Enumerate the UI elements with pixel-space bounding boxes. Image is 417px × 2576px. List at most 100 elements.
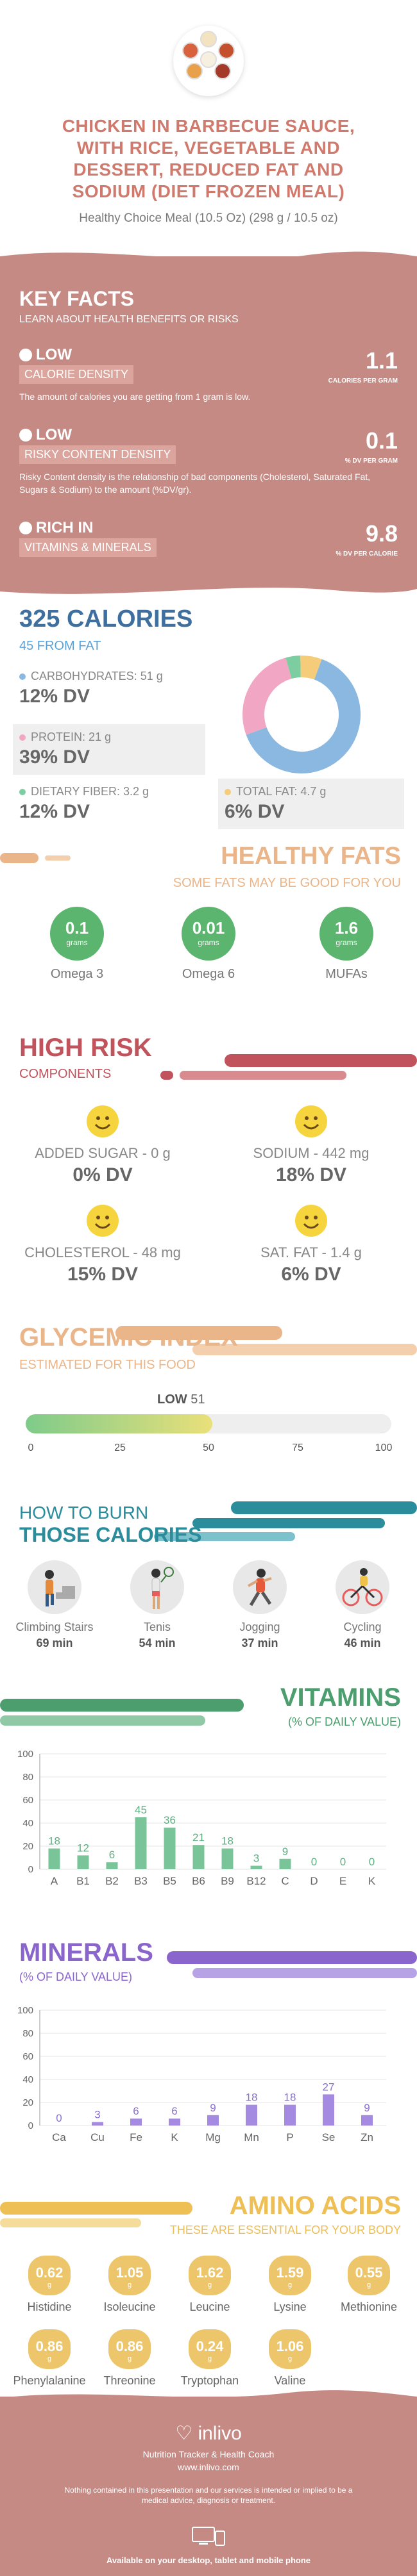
- brand-logo[interactable]: ♡ inlivo: [0, 2422, 417, 2445]
- vitamin-value-label: 3: [253, 1853, 259, 1865]
- fiber-dot-icon: [19, 788, 26, 795]
- amino-name: Lysine: [273, 2300, 307, 2313]
- macro-label: PROTEIN: 21 g: [31, 731, 112, 743]
- vitamin-bar-B6: [192, 1845, 205, 1869]
- mineral-bar-Cu: [92, 2122, 103, 2126]
- ribbon-decoration: [167, 1951, 417, 1978]
- amino-name: Leucine: [189, 2300, 230, 2313]
- y-tick-label: 20: [22, 2097, 33, 2108]
- food-title: CHICKEN IN BARBECUE SAUCE, WITH RICE, VE…: [62, 116, 355, 201]
- mineral-bar-Zn: [361, 2115, 373, 2126]
- mineral-bar-Mg: [207, 2115, 219, 2126]
- vitamin-value-label: 9: [282, 1845, 288, 1858]
- carbohydrates-dot-icon: [19, 673, 26, 680]
- amino-name: Phenylalanine: [13, 2374, 86, 2387]
- amino-name: Tryptophan: [180, 2374, 239, 2387]
- amino-unit: g: [287, 2281, 293, 2289]
- brand-tagline: Nutrition Tracker & Health Coach: [142, 2449, 275, 2459]
- healthy-fats-subtitle: SOME FATS MAY BE GOOD FOR YOU: [173, 876, 401, 890]
- key-fact-risky-density: LOW RISKY CONTENT DENSITY Risky Content …: [19, 426, 398, 496]
- ribbon-decoration: [154, 1501, 417, 1541]
- ribbon-decoration: [0, 2202, 192, 2227]
- key-fact-value: 1.1: [365, 347, 398, 374]
- minerals-title: MINERALS: [19, 1938, 153, 1967]
- mineral-bar-Mn: [246, 2104, 257, 2126]
- amino-threonine: 0.86 g Threonine: [88, 2329, 171, 2388]
- glycemic-subtitle: ESTIMATED FOR THIS FOOD: [19, 1358, 196, 1372]
- burn-title-line1: HOW TO BURN: [19, 1503, 149, 1523]
- vitamin-category-label: B6: [192, 1875, 205, 1887]
- vitamin-category-label: B9: [221, 1875, 234, 1887]
- key-fact-unit: % DV PER GRAM: [345, 458, 398, 465]
- y-tick-label: 100: [17, 1749, 33, 1760]
- amino-acids-subtitle: THESE ARE ESSENTIAL FOR YOUR BODY: [169, 2224, 401, 2236]
- vitamin-category-label: B5: [163, 1875, 176, 1887]
- activity-tennis: Tenis 54 min: [109, 1560, 205, 1650]
- macro-carbohydrates: CARBOHYDRATES: 51 g 12% DV: [13, 663, 205, 714]
- vitamin-category-label: C: [281, 1875, 289, 1887]
- amino-unit: g: [127, 2355, 132, 2363]
- key-fact-tag: CALORIE DENSITY: [19, 365, 134, 384]
- macro-label: DIETARY FIBER: 3.2 g: [31, 785, 149, 798]
- key-fact-value: 0.1: [365, 427, 398, 454]
- vitamin-bar-B5: [164, 1828, 176, 1869]
- vitamin-category-label: B12: [246, 1875, 266, 1887]
- mineral-bar-Fe: [130, 2118, 142, 2126]
- donut-slice-carbohydrates: [246, 659, 361, 773]
- amino-name: Isoleucine: [103, 2300, 156, 2313]
- amino-value: 0.86: [35, 2338, 64, 2354]
- key-fact-level: LOW: [36, 426, 72, 443]
- fat-mufas: 1.6 grams MUFAs: [308, 907, 385, 982]
- macro-fat: TOTAL FAT: 4.7 g 6% DV: [218, 779, 404, 829]
- glycemic-level: LOW: [157, 1392, 187, 1407]
- wave-divider: [0, 588, 417, 600]
- macro-protein: PROTEIN: 21 g 39% DV: [13, 724, 205, 775]
- risk-dv: 15% DV: [67, 1264, 139, 1285]
- amino-tryptophan: 0.24 g Tryptophan: [168, 2329, 251, 2388]
- smiley-face-icon: [87, 1105, 119, 1137]
- amino-blob-icon: 0.55 g: [348, 2256, 390, 2295]
- amino-name: Threonine: [103, 2374, 156, 2387]
- amino-isoleucine: 1.05 g Isoleucine: [88, 2256, 171, 2314]
- vitamins-subtitle: (% OF DAILY VALUE): [287, 1715, 401, 1728]
- key-fact-tag: VITAMINS & MINERALS: [19, 538, 157, 557]
- risk-dv: 0% DV: [72, 1164, 133, 1185]
- amino-blob-icon: 0.62 g: [28, 2256, 71, 2295]
- mineral-bar-Se: [323, 2094, 334, 2126]
- brand-website-link[interactable]: www.inlivo.com: [178, 2462, 239, 2472]
- warning-icon: [19, 429, 32, 442]
- mineral-bar-P: [284, 2104, 296, 2126]
- donut-slice-fat: [300, 656, 322, 680]
- y-tick-label: 60: [22, 1795, 33, 1806]
- y-tick-label: 60: [22, 2051, 33, 2062]
- key-facts-section: KEY FACTS LEARN ABOUT HEALTH BENEFITS OR…: [0, 251, 417, 600]
- activity-minutes: 46 min: [344, 1637, 381, 1649]
- mineral-bar-K: [169, 2118, 180, 2126]
- ribbon-decoration: [115, 1326, 417, 1355]
- brand-name: inlivo: [198, 2423, 242, 2444]
- vitamin-bar-B2: [106, 1862, 118, 1869]
- devices-icon: [192, 2527, 225, 2546]
- food-subtitle: Healthy Choice Meal (10.5 Oz) (298 g / 1…: [79, 211, 338, 225]
- mineral-category-label: Fe: [130, 2131, 142, 2143]
- activity-jogging: Jogging 37 min: [212, 1560, 308, 1650]
- mineral-value-label: 9: [210, 2102, 216, 2114]
- activity-minutes: 54 min: [139, 1637, 176, 1649]
- activity-minutes: 37 min: [241, 1637, 278, 1649]
- risk-name: ADDED SUGAR - 0 g: [35, 1145, 171, 1161]
- high-risk-subtitle: COMPONENTS: [19, 1067, 112, 1081]
- risk-name: CHOLESTEROL - 48 mg: [24, 1244, 181, 1260]
- high-risk-title: HIGH RISK: [19, 1034, 152, 1062]
- donut-slice-fiber: [285, 656, 302, 679]
- mineral-category-label: Se: [322, 2131, 336, 2143]
- amino-lysine: 1.59 g Lysine: [248, 2256, 332, 2314]
- vitamin-category-label: D: [310, 1875, 318, 1887]
- y-tick-label: 20: [22, 1841, 33, 1852]
- stairs-climber-icon: [28, 1560, 81, 1614]
- vitamin-value-label: 18: [221, 1835, 234, 1847]
- y-tick-label: 100: [17, 2005, 33, 2016]
- leaf-icon: [19, 522, 32, 534]
- mineral-value-label: 9: [364, 2102, 370, 2114]
- thumbs-down-icon: [19, 349, 32, 361]
- amino-value: 0.55: [355, 2265, 383, 2281]
